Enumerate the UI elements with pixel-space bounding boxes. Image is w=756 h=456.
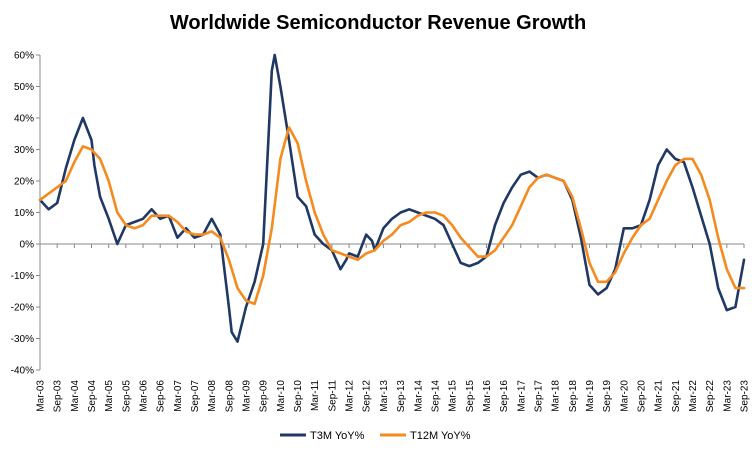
x-tick-label: Mar-22: [688, 380, 699, 412]
x-tick-label: Sep-22: [705, 380, 716, 413]
x-tick-label: Mar-21: [654, 380, 665, 412]
x-tick-label: Sep-10: [293, 380, 304, 413]
x-tick-label: Sep-17: [533, 380, 544, 413]
y-axis: -40% -30% -20% -10% 0% 10% 20% 30% 40% 50% 60%: [11, 51, 41, 377]
x-tick-label: Sep-06: [156, 380, 167, 413]
y-tick-label: 40%: [14, 114, 34, 125]
legend-label: T12M YoY%: [410, 430, 471, 442]
x-tick-label: Sep-18: [568, 380, 579, 413]
x-tick-label: Mar-07: [173, 380, 184, 412]
x-tick-label: Mar-23: [722, 380, 733, 412]
y-tick-label: 60%: [14, 51, 34, 62]
y-tick-label: 0%: [20, 240, 35, 251]
y-tick-label: -30%: [11, 334, 34, 345]
x-tick-label: Mar-18: [551, 380, 562, 412]
legend-label: T3M YoY%: [310, 430, 365, 442]
x-tick-label: Mar-17: [516, 380, 527, 412]
x-tick-label: Sep-05: [121, 380, 132, 413]
x-tick-label: Sep-13: [396, 380, 407, 413]
x-tick-label: Mar-12: [345, 380, 356, 412]
x-tick-label: Mar-14: [413, 380, 424, 412]
x-tick-label: Mar-15: [448, 380, 459, 412]
x-tick-label: Mar-16: [482, 380, 493, 412]
series-line-t3m: [38, 53, 746, 343]
x-tick-label: Mar-10: [276, 380, 287, 412]
y-tick-label: -10%: [11, 271, 34, 282]
x-tick-label: Mar-04: [70, 380, 81, 412]
x-tick-label: Mar-05: [104, 380, 115, 412]
x-tick-label: Sep-14: [430, 380, 441, 413]
y-tick-label: -40%: [11, 366, 34, 377]
y-tick-label: 30%: [14, 145, 34, 156]
y-tick-label: 20%: [14, 177, 34, 188]
chart-title: Worldwide Semiconductor Revenue Growth: [169, 12, 587, 34]
x-tick-label: Sep-07: [190, 380, 201, 413]
x-tick-label: Sep-09: [259, 380, 270, 413]
x-tick-label: Mar-11: [310, 380, 321, 411]
x-tick-label: Sep-15: [465, 380, 476, 413]
x-tick-label: Mar-09: [242, 380, 253, 412]
x-axis: Mar-03 Sep-03 Mar-04 Sep-04 Mar-05 Sep-05 Mar-…: [36, 243, 751, 413]
x-tick-label: Sep-23: [740, 380, 751, 413]
x-tick-label: Sep-12: [362, 380, 373, 413]
x-tick-label: Sep-19: [602, 380, 613, 413]
x-tick-label: Sep-11: [327, 380, 338, 412]
x-tick-label: Sep-20: [636, 380, 647, 413]
x-tick-label: Mar-03: [36, 380, 47, 412]
x-tick-label: Mar-08: [207, 380, 218, 412]
x-tick-label: Mar-19: [585, 380, 596, 412]
x-tick-label: Sep-16: [499, 380, 510, 413]
x-tick-label: Mar-13: [379, 380, 390, 412]
series-line-t12m: [38, 126, 746, 306]
series-lines: [38, 53, 746, 343]
x-tick-label: Mar-20: [619, 380, 630, 412]
x-tick-label: Sep-08: [224, 380, 235, 413]
y-tick-label: 10%: [14, 208, 34, 219]
x-tick-label: Sep-21: [671, 380, 682, 413]
legend: T3M YoY% T12M YoY%: [280, 430, 471, 442]
x-tick-label: Sep-04: [87, 380, 98, 413]
x-tick-label: Sep-03: [53, 380, 64, 413]
x-tick-label: Mar-06: [139, 380, 150, 412]
y-tick-label: -20%: [11, 303, 34, 314]
y-tick-label: 50%: [14, 82, 34, 93]
